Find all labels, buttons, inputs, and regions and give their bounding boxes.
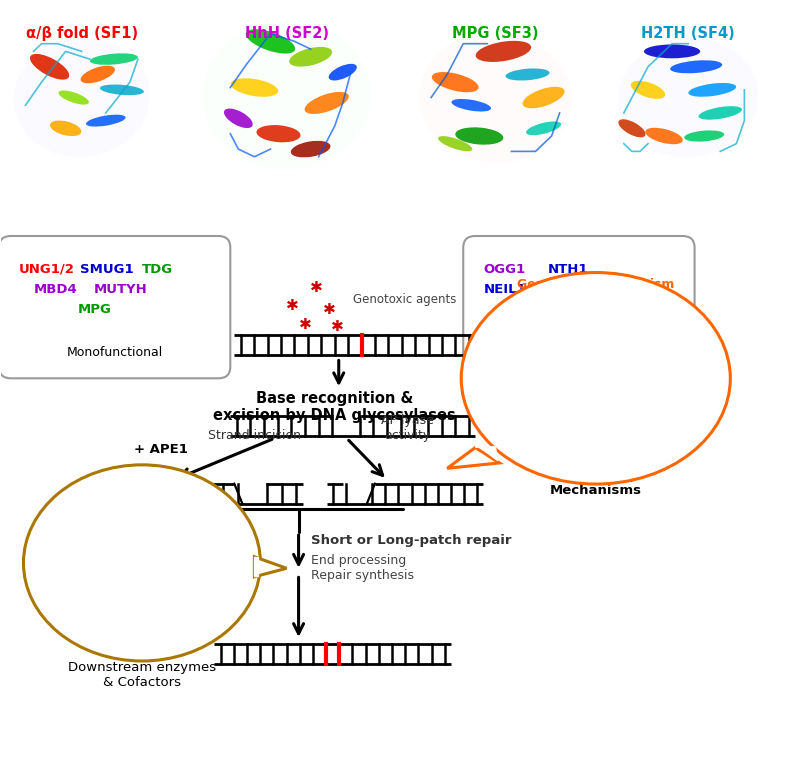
Ellipse shape bbox=[618, 38, 758, 157]
Text: MPG: MPG bbox=[77, 303, 111, 316]
Text: MPG (SF3): MPG (SF3) bbox=[452, 26, 538, 41]
Text: RPA  PCNA  FEN1  BLM: RPA PCNA FEN1 BLM bbox=[58, 564, 226, 577]
Text: ✱: ✱ bbox=[310, 280, 322, 295]
Text: AP lyase
activity: AP lyase activity bbox=[380, 414, 434, 442]
Polygon shape bbox=[255, 557, 286, 577]
Ellipse shape bbox=[461, 273, 730, 484]
Ellipse shape bbox=[688, 83, 736, 96]
Ellipse shape bbox=[100, 85, 144, 95]
Ellipse shape bbox=[451, 99, 491, 111]
Text: + APE1: + APE1 bbox=[134, 442, 188, 455]
Text: Short or Long-patch repair: Short or Long-patch repair bbox=[310, 534, 511, 547]
Text: Base recognition &
excision by DNA glycosylases: Base recognition & excision by DNA glyco… bbox=[214, 391, 456, 423]
Ellipse shape bbox=[644, 45, 700, 59]
Ellipse shape bbox=[670, 60, 722, 73]
Ellipse shape bbox=[438, 136, 472, 151]
Ellipse shape bbox=[646, 128, 683, 144]
Ellipse shape bbox=[86, 115, 126, 127]
Text: Monofunctional: Monofunctional bbox=[67, 346, 163, 359]
Ellipse shape bbox=[23, 465, 260, 661]
Ellipse shape bbox=[289, 47, 332, 66]
Text: UNG1/2: UNG1/2 bbox=[19, 263, 75, 276]
Text: End processing
Repair synthesis: End processing Repair synthesis bbox=[310, 554, 413, 582]
Text: NTH1: NTH1 bbox=[547, 263, 588, 276]
Ellipse shape bbox=[231, 78, 278, 96]
Ellipse shape bbox=[699, 107, 742, 120]
Ellipse shape bbox=[526, 121, 561, 135]
Ellipse shape bbox=[89, 53, 138, 65]
Ellipse shape bbox=[419, 32, 571, 163]
Polygon shape bbox=[447, 448, 500, 469]
Text: Bifunctional: Bifunctional bbox=[542, 346, 616, 359]
Ellipse shape bbox=[455, 127, 503, 144]
Text: Genotoxic agents: Genotoxic agents bbox=[353, 293, 456, 306]
Text: ✱: ✱ bbox=[286, 298, 298, 313]
Ellipse shape bbox=[59, 90, 89, 104]
Text: NEIL2: NEIL2 bbox=[547, 283, 590, 296]
Ellipse shape bbox=[14, 38, 150, 157]
Ellipse shape bbox=[618, 119, 646, 137]
Text: HhH (SF2): HhH (SF2) bbox=[244, 26, 329, 41]
Text: NEIL3: NEIL3 bbox=[512, 303, 555, 316]
Ellipse shape bbox=[329, 64, 357, 80]
Ellipse shape bbox=[291, 141, 330, 157]
Text: OGG1: OGG1 bbox=[484, 263, 526, 276]
Text: Altered gene expression: Altered gene expression bbox=[510, 337, 682, 350]
Text: ✱: ✱ bbox=[299, 317, 311, 332]
Ellipse shape bbox=[305, 92, 349, 114]
Text: DNA repair cross-talk: DNA repair cross-talk bbox=[521, 425, 671, 438]
Ellipse shape bbox=[631, 81, 665, 99]
FancyBboxPatch shape bbox=[463, 236, 695, 378]
Text: Alternative splicing: Alternative splicing bbox=[528, 307, 664, 320]
Ellipse shape bbox=[522, 86, 564, 108]
Text: Protein-protein interactions: Protein-protein interactions bbox=[498, 395, 694, 408]
Ellipse shape bbox=[432, 72, 479, 93]
Text: ✱: ✱ bbox=[322, 302, 335, 317]
Text: ✱: ✱ bbox=[330, 319, 343, 334]
Text: α/β fold (SF1): α/β fold (SF1) bbox=[26, 26, 138, 41]
Ellipse shape bbox=[224, 109, 253, 128]
Text: Genetic polymorphism: Genetic polymorphism bbox=[517, 279, 675, 291]
Ellipse shape bbox=[202, 21, 371, 170]
Text: MBD4: MBD4 bbox=[34, 283, 77, 296]
Text: Strand incision: Strand incision bbox=[208, 429, 301, 442]
Ellipse shape bbox=[684, 130, 725, 141]
Text: NEIL1: NEIL1 bbox=[484, 283, 526, 296]
Text: Post-translational modifications: Post-translational modifications bbox=[484, 366, 708, 379]
FancyBboxPatch shape bbox=[0, 236, 231, 378]
Ellipse shape bbox=[50, 120, 81, 136]
Text: PNKP  XRCC1: PNKP XRCC1 bbox=[93, 490, 192, 503]
Ellipse shape bbox=[476, 41, 531, 62]
Ellipse shape bbox=[505, 69, 550, 80]
Text: Downstream enzymes
& Cofactors: Downstream enzymes & Cofactors bbox=[68, 661, 216, 689]
Polygon shape bbox=[255, 557, 259, 576]
Text: SMUG1: SMUG1 bbox=[80, 263, 134, 276]
Text: MUTYH: MUTYH bbox=[93, 283, 147, 296]
Text: LigI  Polβ  Polδ/ε: LigI Polβ Polδ/ε bbox=[80, 527, 204, 540]
Ellipse shape bbox=[30, 54, 69, 80]
Ellipse shape bbox=[256, 125, 301, 142]
Text: PARG  PARP1  PARP2: PARG PARP1 PARP2 bbox=[65, 601, 219, 614]
Ellipse shape bbox=[246, 29, 295, 53]
Text: Regulatory
Mechanisms: Regulatory Mechanisms bbox=[550, 469, 642, 497]
Polygon shape bbox=[476, 447, 498, 461]
Text: TDG: TDG bbox=[142, 263, 173, 276]
Ellipse shape bbox=[81, 66, 115, 83]
Text: H2TH (SF4): H2TH (SF4) bbox=[642, 26, 735, 41]
